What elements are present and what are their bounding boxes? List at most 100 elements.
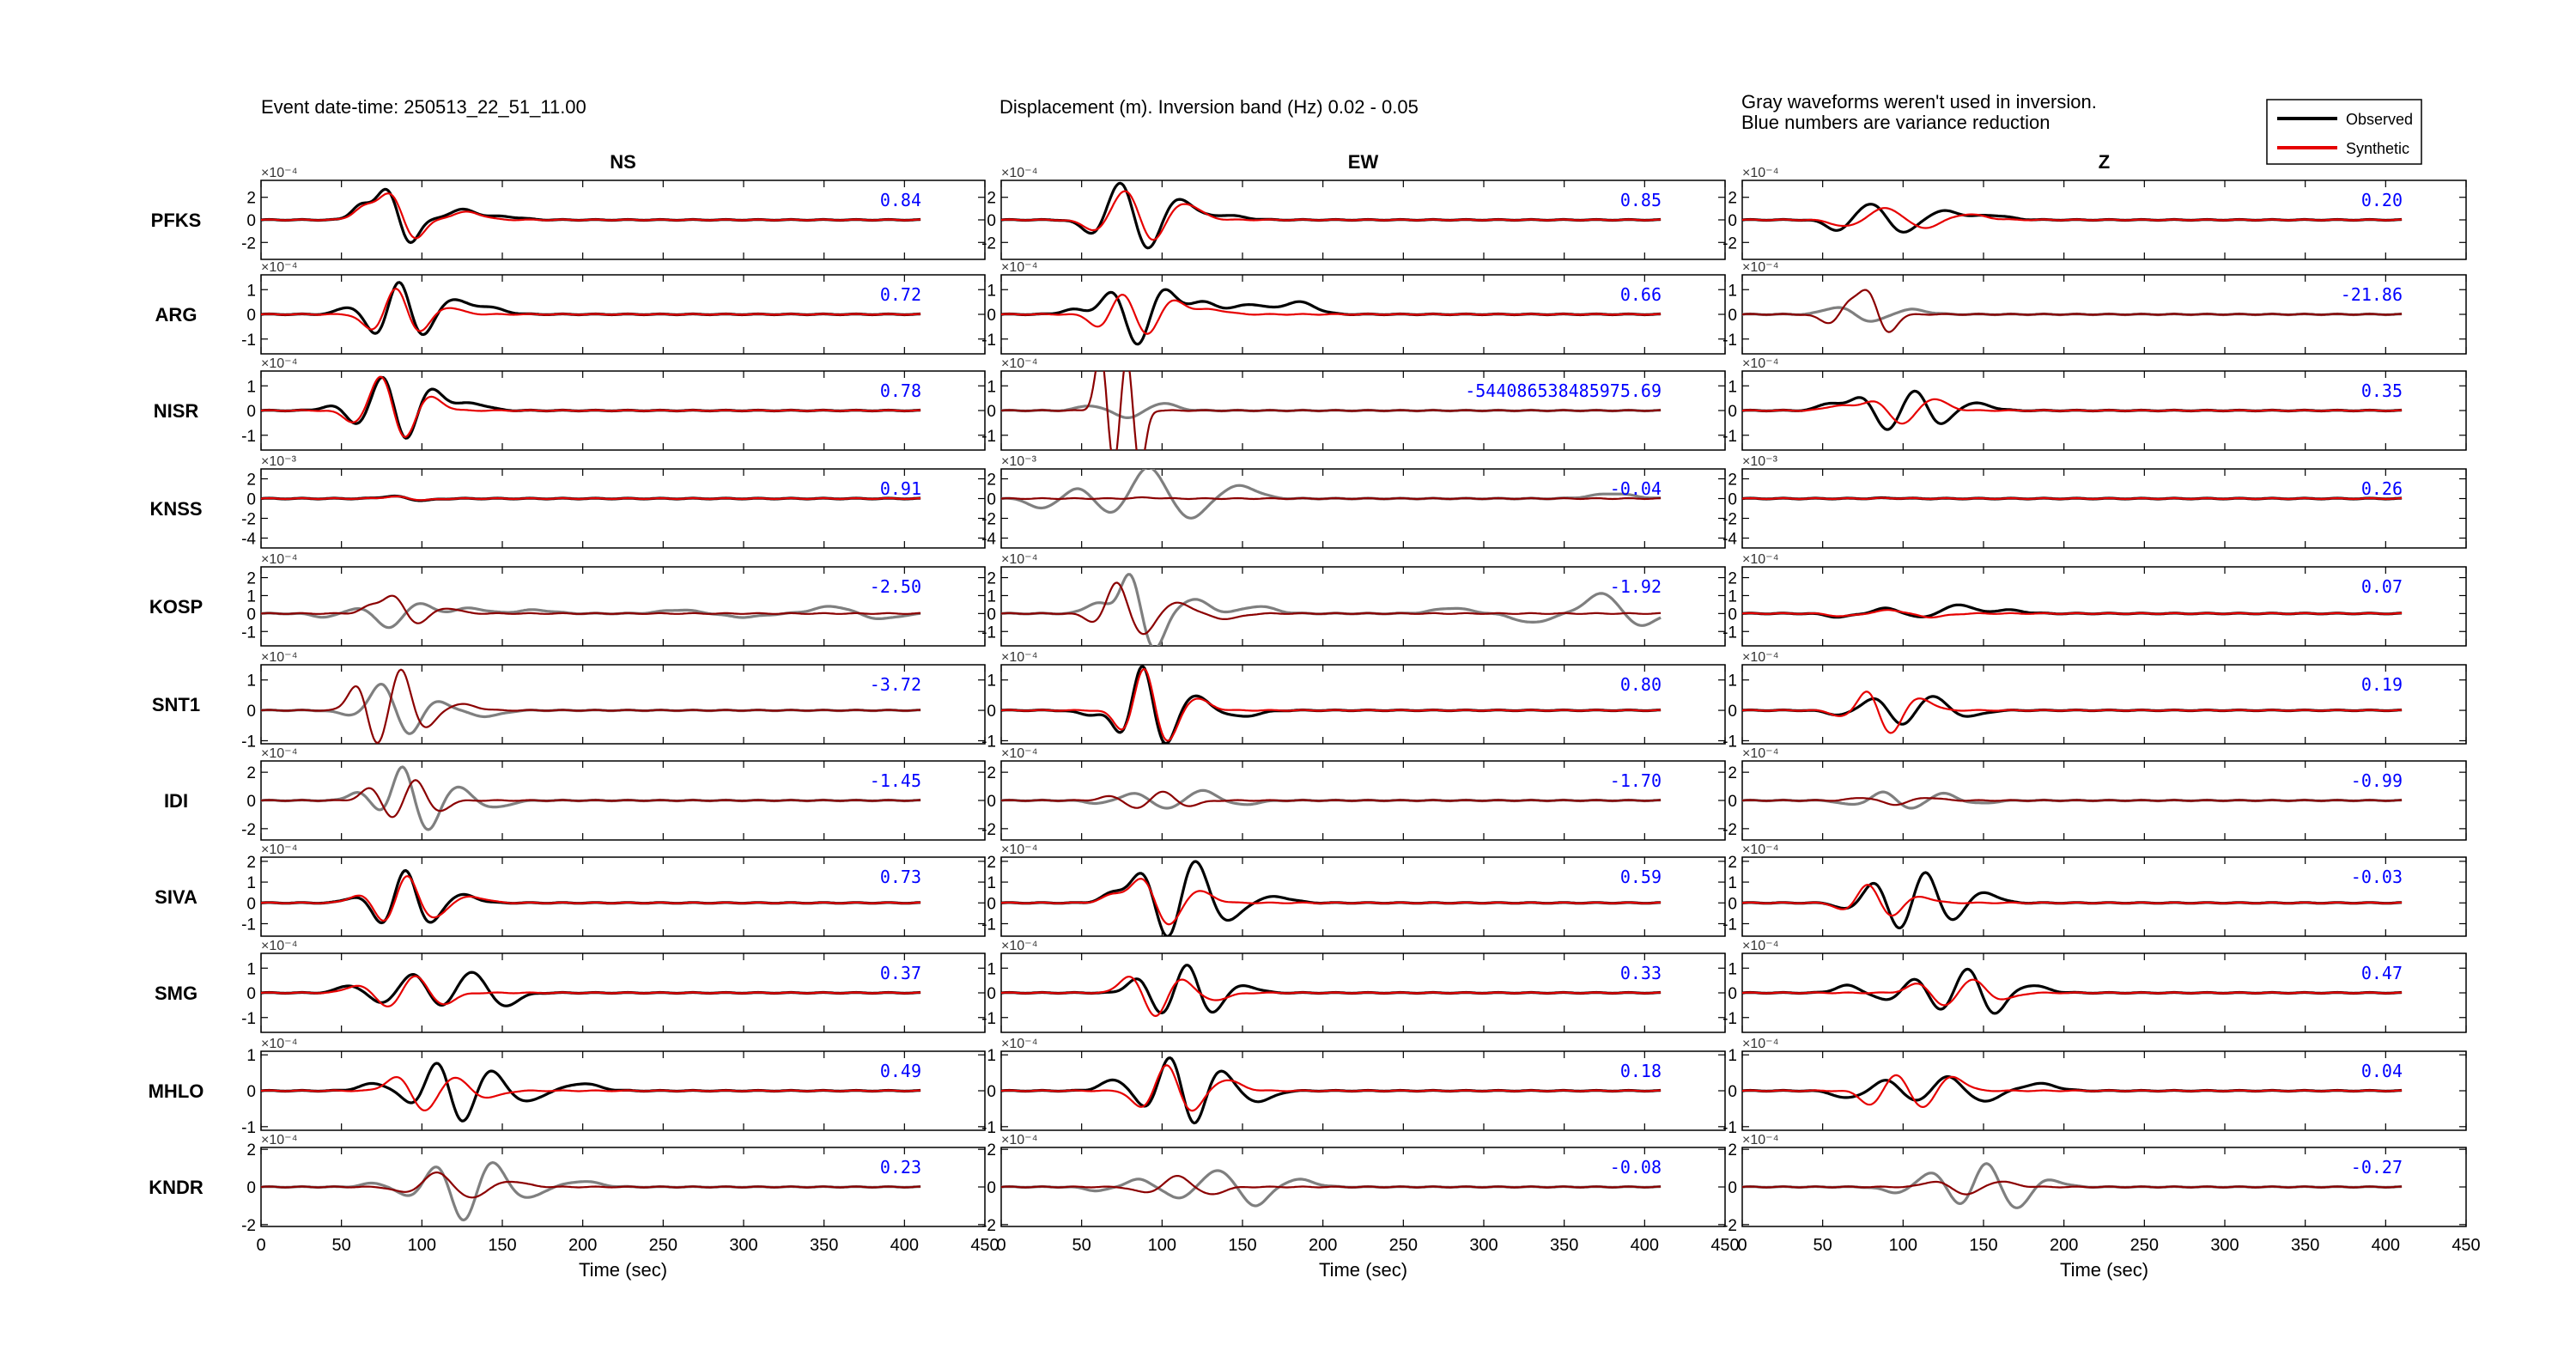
panel-z: 1 0 -1 ×10⁻⁴ 0.19 <box>1722 650 2467 751</box>
y-tick-label: 0 <box>246 606 256 624</box>
y-tick-label: 2 <box>987 854 996 872</box>
y-tick-label: -1 <box>981 428 996 446</box>
y-tick-label: 0 <box>246 703 256 721</box>
variance-reduction-value: -3.72 <box>870 674 921 695</box>
x-tick-label: 250 <box>649 1236 677 1255</box>
variance-reduction-value: 0.47 <box>2361 963 2403 983</box>
variance-reduction-value: 0.04 <box>2361 1061 2403 1081</box>
panel-ns: 1 0 -1 ×10⁻⁴ 0.49 <box>241 1037 986 1137</box>
y-tick-label: 2 <box>987 764 996 782</box>
y-tick-label: 0 <box>987 895 996 913</box>
y-tick-label: 0 <box>246 1179 256 1197</box>
x-tick-label: 400 <box>1631 1236 1659 1255</box>
y-tick-label: 1 <box>987 672 996 691</box>
station-row-idi: IDI 2 0 -2 ×10⁻⁴ -1.45 2 0 -2 ×10⁻⁴ -1.70 2 0 -2 ×10⁻⁴… <box>164 746 2467 841</box>
x-tick-label: 200 <box>1309 1236 1337 1255</box>
y-tick-label: 1 <box>1728 282 1737 300</box>
synthetic-waveform <box>261 1171 921 1199</box>
x-tick-label: 450 <box>970 1236 999 1255</box>
synthetic-waveform <box>1001 1175 1662 1196</box>
y-tick-label: 0 <box>1728 895 1737 913</box>
y-tick-label: 2 <box>246 854 256 872</box>
variance-reduction-value: -0.04 <box>1610 478 1662 499</box>
y-tick-label: -1 <box>241 332 256 350</box>
plot-frame <box>260 566 986 647</box>
y-tick-label: 2 <box>987 570 996 588</box>
y-tick-label: 1 <box>1728 1047 1737 1065</box>
y-tick-label: -1 <box>1722 916 1737 934</box>
x-tick-label: 0 <box>256 1236 265 1255</box>
y-tick-label: 0 <box>987 985 996 1003</box>
figure-header: Event date-time: 250513_22_51_11.00 Disp… <box>261 91 2097 133</box>
y-tick-label: -1 <box>981 916 996 934</box>
x-tick-label: 200 <box>568 1236 597 1255</box>
y-tick-label: 0 <box>246 1083 256 1101</box>
panel-ns: 1 0 -1 ×10⁻⁴ 0.78 <box>241 356 986 451</box>
station-label: ARG <box>155 304 197 326</box>
y-exponent-label: ×10⁻⁴ <box>1742 552 1779 567</box>
legend-synthetic-label: Synthetic <box>2346 140 2409 157</box>
y-tick-label: 0 <box>1728 703 1737 721</box>
y-tick-label: 0 <box>987 703 996 721</box>
variance-reduction-note: Blue numbers are variance reduction <box>1741 112 2050 133</box>
x-tick-label: 150 <box>1969 1236 1997 1255</box>
synthetic-waveform <box>1742 289 2403 333</box>
station-label: KNDR <box>149 1177 204 1198</box>
y-tick-label: -1 <box>1722 1119 1737 1137</box>
variance-reduction-value: 0.73 <box>880 867 921 887</box>
panel-ew: 210-1 ×10⁻⁴ -1.92 <box>981 552 1726 647</box>
y-exponent-label: ×10⁻⁴ <box>1742 843 1779 857</box>
y-tick-label: 1 <box>1728 672 1737 691</box>
variance-reduction-value: 0.80 <box>1620 674 1662 695</box>
y-tick-label: 0 <box>987 212 996 230</box>
y-tick-label: -2 <box>981 821 996 839</box>
station-label: SMG <box>155 983 197 1004</box>
synthetic-waveform <box>1001 877 1662 926</box>
y-tick-label: 0 <box>1728 606 1737 624</box>
y-tick-label: -1 <box>981 332 996 350</box>
synthetic-waveform <box>1001 496 1662 501</box>
y-exponent-label: ×10⁻⁴ <box>261 650 298 665</box>
y-tick-label: 0 <box>1728 1083 1737 1101</box>
variance-reduction-value: 0.49 <box>880 1061 921 1081</box>
y-tick-label: 0 <box>1728 212 1737 230</box>
y-tick-label: 1 <box>1728 587 1737 606</box>
x-tick-label: 100 <box>408 1236 436 1255</box>
synthetic-waveform <box>261 288 921 332</box>
variance-reduction-value: -1.45 <box>870 770 921 791</box>
y-exponent-label: ×10⁻⁴ <box>261 166 298 180</box>
y-exponent-label: ×10⁻⁴ <box>1001 1133 1038 1147</box>
y-tick-label: 2 <box>1728 472 1737 490</box>
x-tick-label: 350 <box>810 1236 838 1255</box>
variance-reduction-value: -0.99 <box>2351 770 2403 791</box>
plot-frame <box>1741 664 2467 745</box>
y-tick-label: -1 <box>241 428 256 446</box>
y-exponent-label: ×10⁻⁴ <box>261 939 298 953</box>
y-tick-label: 0 <box>246 403 256 421</box>
y-tick-label: 0 <box>987 1179 996 1197</box>
variance-reduction-value: 0.23 <box>880 1157 921 1178</box>
y-tick-label: 0 <box>246 793 256 811</box>
y-exponent-label: ×10⁻⁴ <box>261 746 298 761</box>
y-exponent-label: ×10⁻⁴ <box>1742 166 1779 180</box>
y-tick-label: 0 <box>1728 307 1737 325</box>
y-tick-label: 2 <box>1728 190 1737 208</box>
y-tick-label: -2 <box>981 1217 996 1235</box>
variance-reduction-value: 0.91 <box>880 478 921 499</box>
y-tick-label: -1 <box>981 1119 996 1137</box>
station-row-pfks: PFKS 2 0 -2 ×10⁻⁴ 0.84 2 0 -2 ×10⁻⁴ 0.85 2 0 -2 ×10⁻⁴ 0… <box>151 166 2467 260</box>
panel-ns: 2 0 -2 ×10⁻⁴ 0.84 <box>241 166 986 260</box>
y-exponent-label: ×10⁻⁴ <box>261 356 298 371</box>
variance-reduction-value: 0.84 <box>880 190 921 210</box>
y-tick-label: 0 <box>987 606 996 624</box>
y-tick-label: -1 <box>981 1010 996 1028</box>
plot-frame <box>1000 856 1726 937</box>
station-label: IDI <box>164 790 188 812</box>
y-tick-label: 0 <box>987 491 996 509</box>
y-tick-label: 0 <box>246 895 256 913</box>
synthetic-waveform <box>1742 978 2403 1007</box>
y-exponent-label: ×10⁻⁴ <box>1001 552 1038 567</box>
y-tick-label: 2 <box>1728 1141 1737 1159</box>
synthetic-waveform <box>1001 581 1662 636</box>
